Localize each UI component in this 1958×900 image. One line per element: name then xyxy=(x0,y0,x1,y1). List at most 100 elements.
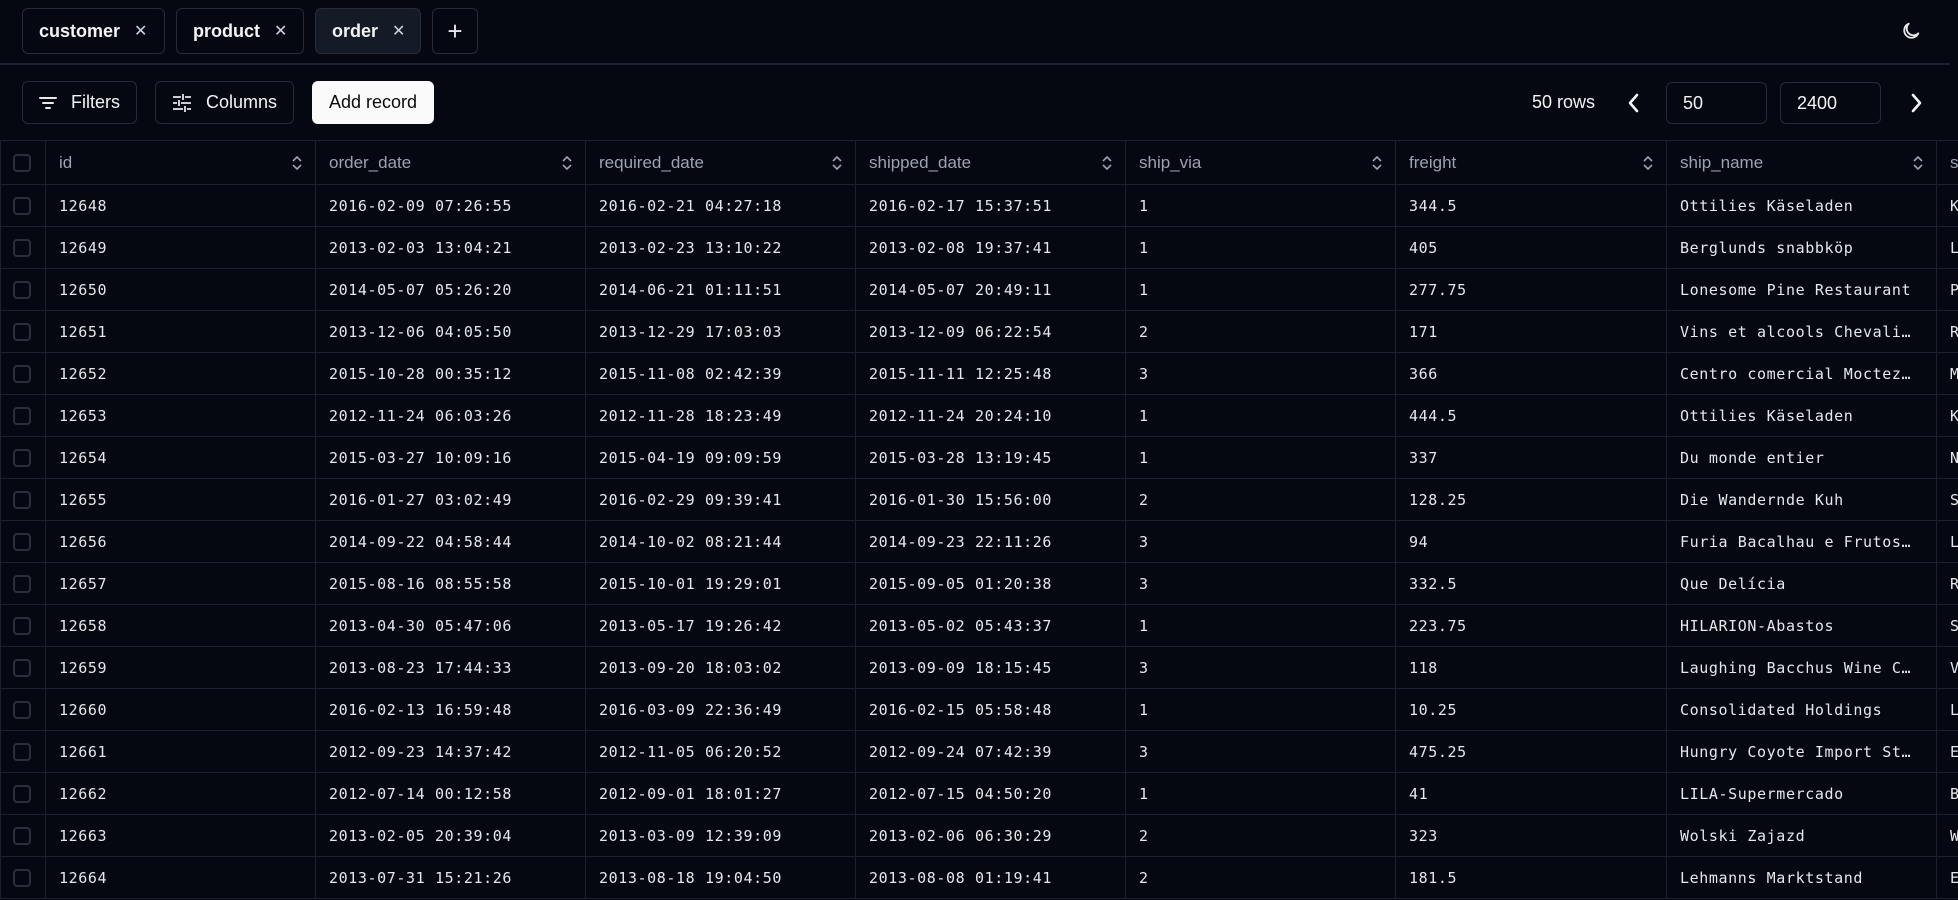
table-row[interactable]: 12664 2013-07-31 15:21:26 2013-08-18 19:04… xyxy=(0,856,1958,899)
cell-s[interactable]: K xyxy=(1936,394,1958,437)
columns-button[interactable]: Columns xyxy=(155,81,295,124)
cell-ship_name[interactable]: Lehmanns Marktstand xyxy=(1666,856,1937,899)
row-checkbox[interactable] xyxy=(13,616,31,635)
cell-id[interactable]: 12649 xyxy=(45,226,316,269)
chevron-up-down-icon[interactable] xyxy=(561,154,573,177)
table-row[interactable]: 12652 2015-10-28 00:35:12 2015-11-08 02:42… xyxy=(0,352,1958,395)
table-row[interactable]: 12656 2014-09-22 04:58:44 2014-10-02 08:21… xyxy=(0,520,1958,563)
cell-required_date[interactable]: 2013-12-29 17:03:03 xyxy=(585,310,856,353)
row-checkbox[interactable] xyxy=(13,238,31,257)
cell-s[interactable]: W xyxy=(1936,814,1958,857)
cell-freight[interactable]: 10.25 xyxy=(1395,688,1667,731)
table-row[interactable]: 12654 2015-03-27 10:09:16 2015-04-19 09:09… xyxy=(0,436,1958,479)
chevron-up-down-icon[interactable] xyxy=(831,154,843,177)
cell-ship_name[interactable]: Lonesome Pine Restaurant xyxy=(1666,268,1937,311)
cell-ship_name[interactable]: Furia Bacalhau e Frutos… xyxy=(1666,520,1937,563)
chevron-up-down-icon[interactable] xyxy=(291,154,303,177)
row-checkbox[interactable] xyxy=(13,574,31,593)
cell-required_date[interactable]: 2014-10-02 08:21:44 xyxy=(585,520,856,563)
column-header-ship_name[interactable]: ship_name xyxy=(1666,140,1937,185)
cell-id[interactable]: 12653 xyxy=(45,394,316,437)
table-row[interactable]: 12651 2013-12-06 04:05:50 2013-12-29 17:03… xyxy=(0,310,1958,353)
cell-shipped_date[interactable]: 2013-09-09 18:15:45 xyxy=(855,646,1126,689)
cell-order_date[interactable]: 2013-07-31 15:21:26 xyxy=(315,856,586,899)
cell-id[interactable]: 12659 xyxy=(45,646,316,689)
cell-shipped_date[interactable]: 2013-12-09 06:22:54 xyxy=(855,310,1126,353)
cell-ship_via[interactable]: 2 xyxy=(1125,310,1396,353)
row-checkbox[interactable] xyxy=(13,322,31,341)
cell-freight[interactable]: 277.75 xyxy=(1395,268,1667,311)
cell-order_date[interactable]: 2014-09-22 04:58:44 xyxy=(315,520,586,563)
cell-ship_via[interactable]: 3 xyxy=(1125,646,1396,689)
cell-s[interactable]: L xyxy=(1936,226,1958,269)
cell-ship_name[interactable]: Ottilies Käseladen xyxy=(1666,394,1937,437)
tab-customer[interactable]: customer ✕ xyxy=(22,8,165,54)
cell-ship_name[interactable]: HILARION-Abastos xyxy=(1666,604,1937,647)
cell-id[interactable]: 12664 xyxy=(45,856,316,899)
add-tab-button[interactable]: + xyxy=(432,8,478,54)
tab-order[interactable]: order ✕ xyxy=(315,8,421,54)
row-checkbox[interactable] xyxy=(13,196,31,215)
chevron-right-icon[interactable] xyxy=(1904,88,1928,118)
cell-s[interactable]: S xyxy=(1936,604,1958,647)
close-icon[interactable]: ✕ xyxy=(392,23,406,40)
cell-required_date[interactable]: 2014-06-21 01:11:51 xyxy=(585,268,856,311)
cell-ship_via[interactable]: 1 xyxy=(1125,688,1396,731)
cell-id[interactable]: 12655 xyxy=(45,478,316,521)
cell-ship_name[interactable]: Vins et alcools Chevali… xyxy=(1666,310,1937,353)
cell-id[interactable]: 12663 xyxy=(45,814,316,857)
cell-id[interactable]: 12656 xyxy=(45,520,316,563)
cell-order_date[interactable]: 2013-08-23 17:44:33 xyxy=(315,646,586,689)
moon-icon[interactable] xyxy=(1900,20,1922,42)
column-header-ship_via[interactable]: ship_via xyxy=(1125,140,1396,185)
cell-freight[interactable]: 223.75 xyxy=(1395,604,1667,647)
row-checkbox[interactable] xyxy=(13,826,31,845)
cell-required_date[interactable]: 2013-09-20 18:03:02 xyxy=(585,646,856,689)
cell-ship_via[interactable]: 3 xyxy=(1125,352,1396,395)
table-row[interactable]: 12653 2012-11-24 06:03:26 2012-11-28 18:23… xyxy=(0,394,1958,437)
cell-id[interactable]: 12660 xyxy=(45,688,316,731)
cell-freight[interactable]: 94 xyxy=(1395,520,1667,563)
column-header-freight[interactable]: freight xyxy=(1395,140,1667,185)
cell-freight[interactable]: 344.5 xyxy=(1395,184,1667,227)
chevron-up-down-icon[interactable] xyxy=(1101,154,1113,177)
cell-id[interactable]: 12658 xyxy=(45,604,316,647)
cell-shipped_date[interactable]: 2014-05-07 20:49:11 xyxy=(855,268,1126,311)
close-icon[interactable]: ✕ xyxy=(134,23,148,40)
cell-freight[interactable]: 323 xyxy=(1395,814,1667,857)
cell-order_date[interactable]: 2015-10-28 00:35:12 xyxy=(315,352,586,395)
cell-order_date[interactable]: 2016-02-13 16:59:48 xyxy=(315,688,586,731)
chevron-up-down-icon[interactable] xyxy=(1642,154,1654,177)
cell-ship_via[interactable]: 3 xyxy=(1125,562,1396,605)
cell-s[interactable]: L xyxy=(1936,688,1958,731)
cell-freight[interactable]: 118 xyxy=(1395,646,1667,689)
row-checkbox[interactable] xyxy=(13,280,31,299)
table-row[interactable]: 12657 2015-08-16 08:55:58 2015-10-01 19:29… xyxy=(0,562,1958,605)
cell-freight[interactable]: 171 xyxy=(1395,310,1667,353)
cell-shipped_date[interactable]: 2016-01-30 15:56:00 xyxy=(855,478,1126,521)
cell-shipped_date[interactable]: 2013-05-02 05:43:37 xyxy=(855,604,1126,647)
table-row[interactable]: 12649 2013-02-03 13:04:21 2013-02-23 13:10… xyxy=(0,226,1958,269)
table-row[interactable]: 12659 2013-08-23 17:44:33 2013-09-20 18:03… xyxy=(0,646,1958,689)
cell-shipped_date[interactable]: 2015-03-28 13:19:45 xyxy=(855,436,1126,479)
cell-id[interactable]: 12652 xyxy=(45,352,316,395)
cell-required_date[interactable]: 2012-11-05 06:20:52 xyxy=(585,730,856,773)
cell-required_date[interactable]: 2012-11-28 18:23:49 xyxy=(585,394,856,437)
cell-id[interactable]: 12662 xyxy=(45,772,316,815)
cell-ship_name[interactable]: Hungry Coyote Import St… xyxy=(1666,730,1937,773)
cell-shipped_date[interactable]: 2014-09-23 22:11:26 xyxy=(855,520,1126,563)
cell-order_date[interactable]: 2016-01-27 03:02:49 xyxy=(315,478,586,521)
table-row[interactable]: 12655 2016-01-27 03:02:49 2016-02-29 09:39… xyxy=(0,478,1958,521)
cell-ship_via[interactable]: 1 xyxy=(1125,436,1396,479)
cell-order_date[interactable]: 2012-07-14 00:12:58 xyxy=(315,772,586,815)
offset-input[interactable] xyxy=(1780,82,1881,124)
cell-id[interactable]: 12654 xyxy=(45,436,316,479)
cell-freight[interactable]: 366 xyxy=(1395,352,1667,395)
table-row[interactable]: 12650 2014-05-07 05:26:20 2014-06-21 01:11… xyxy=(0,268,1958,311)
cell-ship_via[interactable]: 1 xyxy=(1125,772,1396,815)
row-checkbox[interactable] xyxy=(13,406,31,425)
row-checkbox[interactable] xyxy=(13,448,31,467)
column-header-s[interactable]: s xyxy=(1936,140,1958,185)
row-checkbox[interactable] xyxy=(13,490,31,509)
cell-s[interactable]: P xyxy=(1936,268,1958,311)
